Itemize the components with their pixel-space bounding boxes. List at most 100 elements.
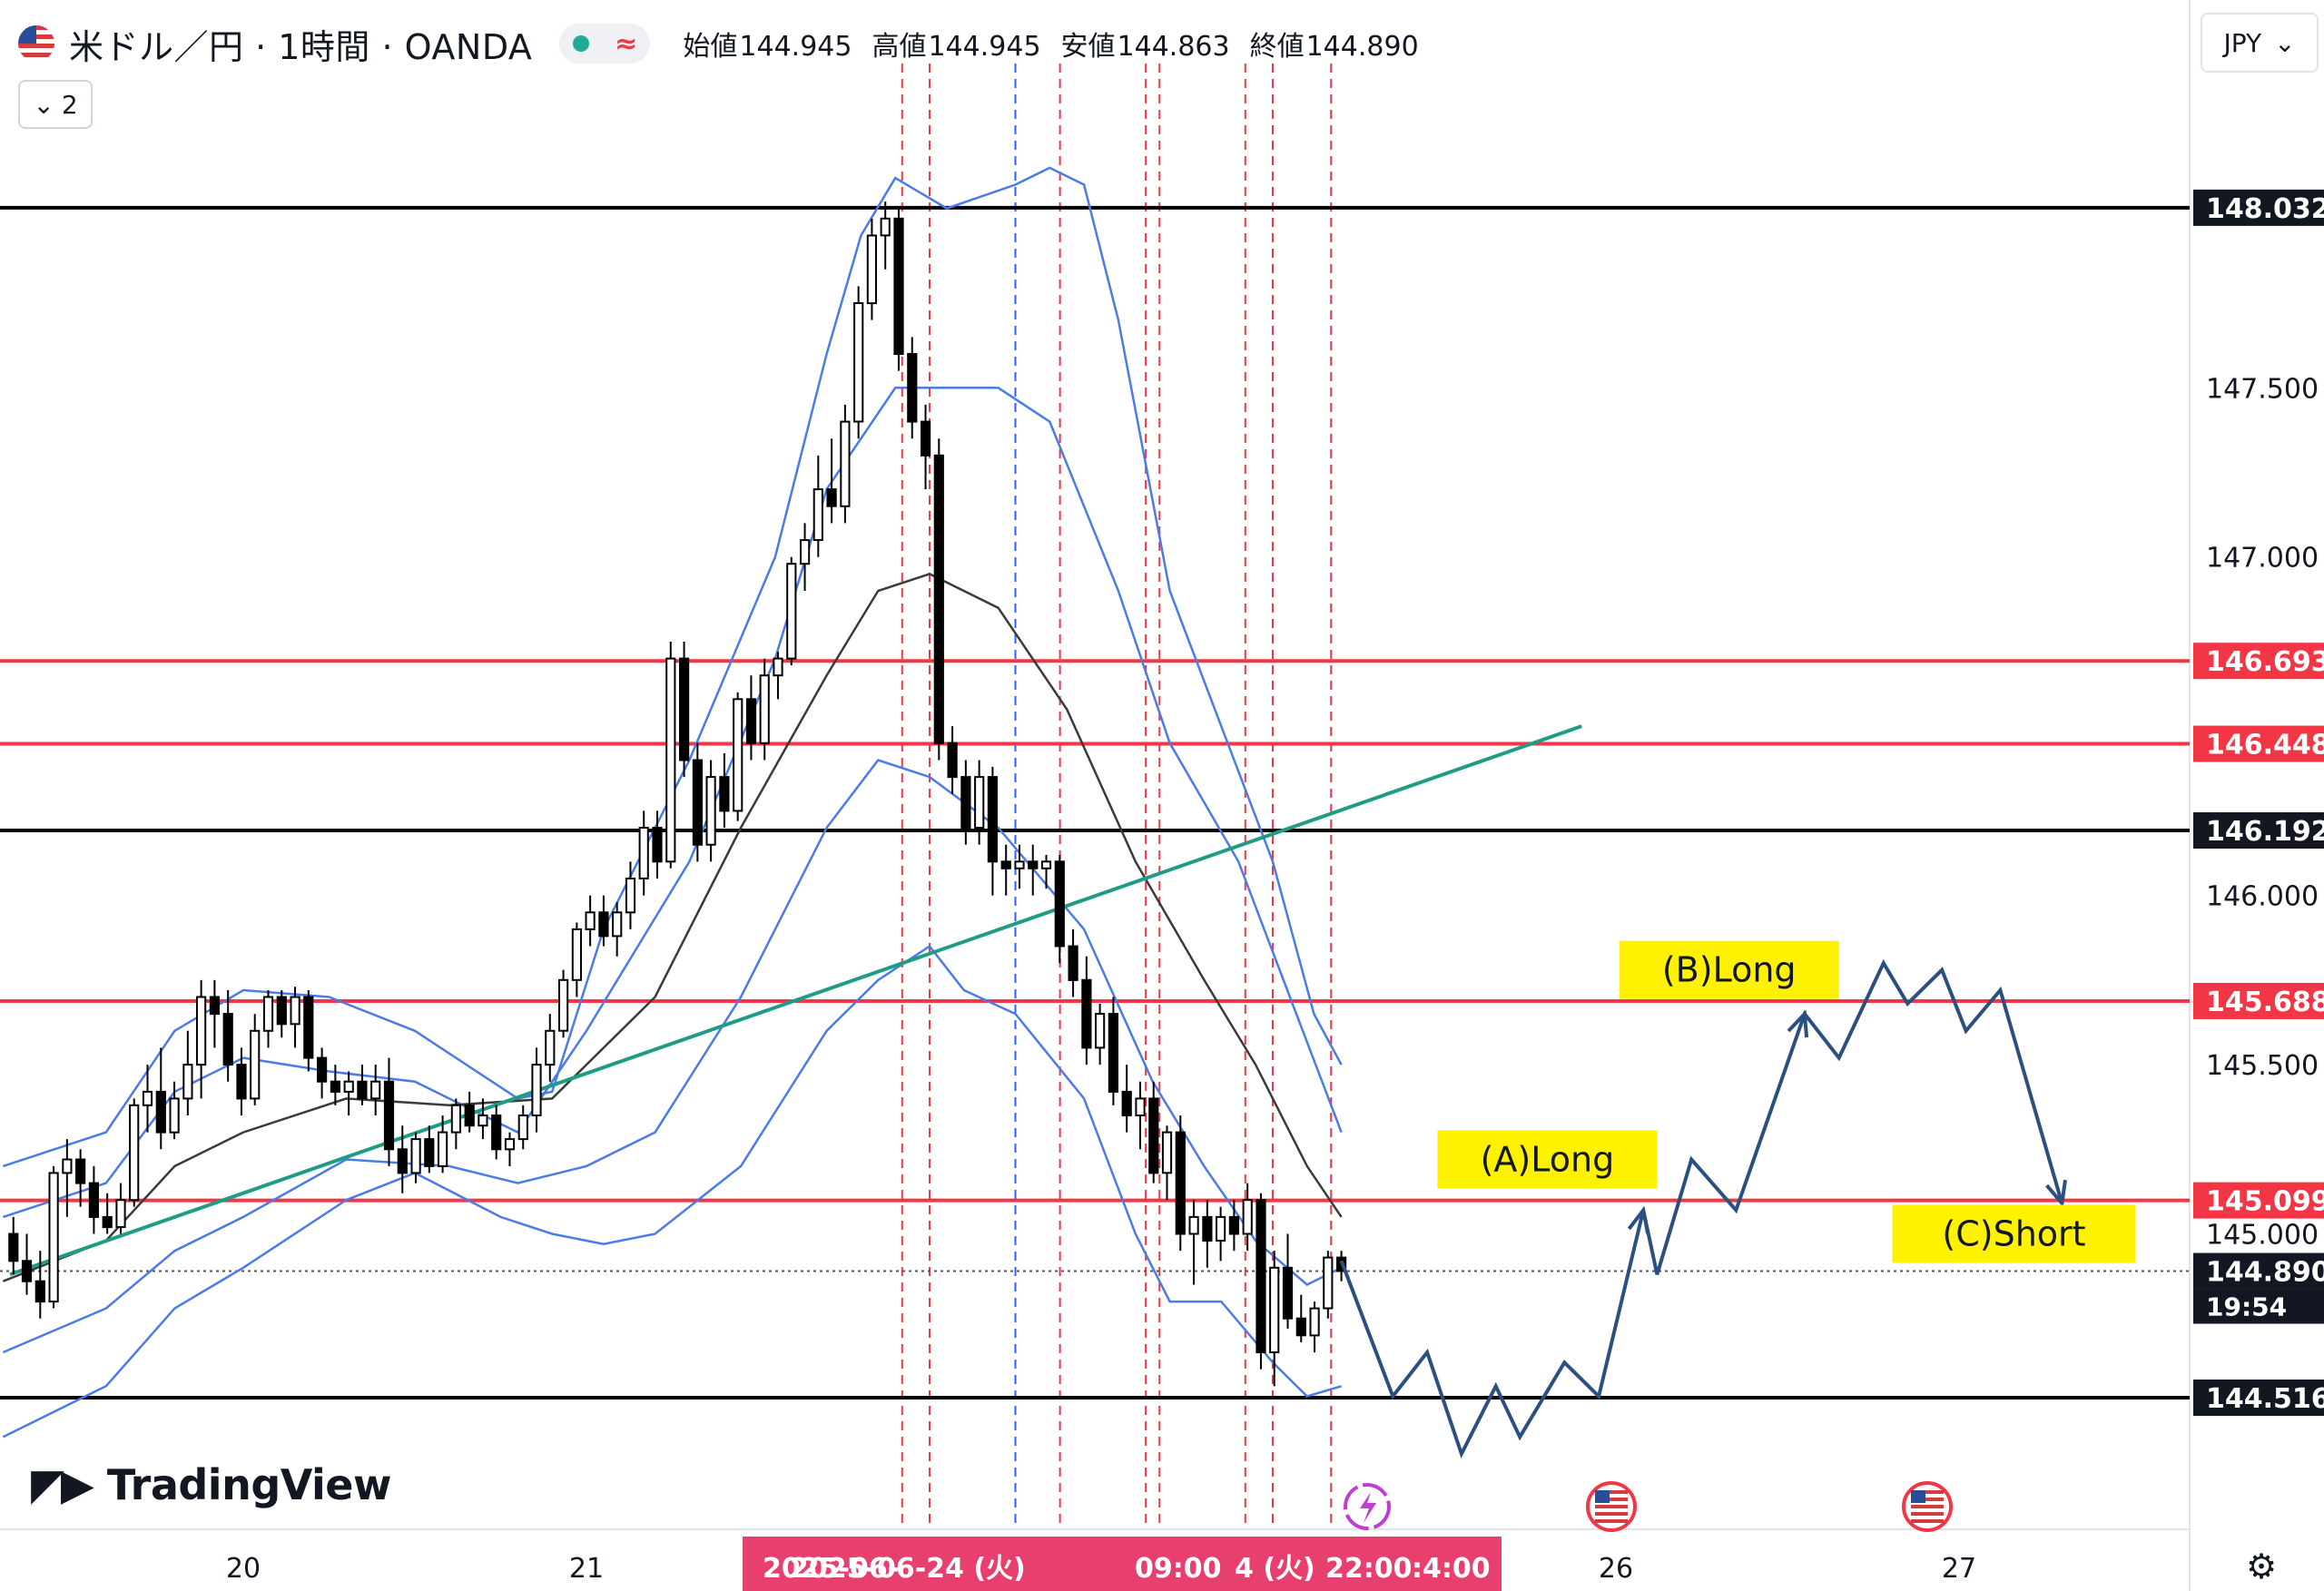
- trendline[interactable]: [9, 724, 1582, 1277]
- candle[interactable]: [1121, 1065, 1132, 1133]
- candle[interactable]: [276, 990, 287, 1038]
- candle[interactable]: [679, 641, 690, 778]
- candle[interactable]: [155, 1047, 166, 1150]
- candle[interactable]: [142, 1065, 153, 1133]
- candle[interactable]: [504, 1132, 516, 1166]
- candle[interactable]: [733, 692, 743, 821]
- annotation-label[interactable]: (A)Long: [1437, 1130, 1658, 1189]
- candle[interactable]: [1148, 1081, 1159, 1183]
- candle[interactable]: [880, 201, 891, 270]
- candle[interactable]: [987, 766, 999, 896]
- candle[interactable]: [1135, 1081, 1146, 1150]
- candle[interactable]: [450, 1098, 461, 1150]
- candle[interactable]: [786, 556, 797, 666]
- candle[interactable]: [1323, 1251, 1334, 1319]
- candle[interactable]: [1108, 997, 1119, 1105]
- candle[interactable]: [638, 810, 649, 896]
- candle[interactable]: [625, 861, 636, 929]
- candle[interactable]: [800, 523, 811, 592]
- candle[interactable]: [517, 1105, 528, 1150]
- candle[interactable]: [343, 1071, 354, 1116]
- candle[interactable]: [222, 990, 233, 1082]
- forecast-path[interactable]: [1339, 958, 2064, 1459]
- candle[interactable]: [410, 1132, 421, 1183]
- candle[interactable]: [545, 1014, 556, 1082]
- candle[interactable]: [826, 438, 837, 524]
- annotation-label[interactable]: (C)Short: [1892, 1204, 2136, 1263]
- lightning-event-icon[interactable]: [1344, 1483, 1391, 1530]
- candle[interactable]: [933, 438, 944, 761]
- candle[interactable]: [974, 760, 985, 845]
- candle[interactable]: [719, 752, 730, 829]
- candle[interactable]: [303, 990, 314, 1072]
- candle[interactable]: [1000, 844, 1011, 896]
- candle[interactable]: [383, 1057, 395, 1166]
- candle[interactable]: [8, 1216, 19, 1275]
- candle[interactable]: [558, 969, 569, 1038]
- candle[interactable]: [745, 675, 757, 761]
- candle[interactable]: [531, 1047, 542, 1133]
- candle[interactable]: [21, 1233, 33, 1295]
- candle[interactable]: [1295, 1294, 1306, 1342]
- candle[interactable]: [424, 1125, 435, 1174]
- candle[interactable]: [330, 1065, 340, 1105]
- candle[interactable]: [598, 895, 609, 947]
- candle[interactable]: [262, 990, 274, 1048]
- candle[interactable]: [478, 1098, 488, 1140]
- candle[interactable]: [1068, 928, 1078, 997]
- candle[interactable]: [129, 1098, 140, 1207]
- candle[interactable]: [1040, 854, 1052, 889]
- candle[interactable]: [464, 1091, 475, 1133]
- candle[interactable]: [182, 1030, 193, 1116]
- candle[interactable]: [1081, 956, 1092, 1066]
- candle[interactable]: [1028, 844, 1039, 896]
- candle[interactable]: [1309, 1301, 1320, 1353]
- candle[interactable]: [250, 1014, 261, 1105]
- candle[interactable]: [397, 1125, 408, 1193]
- candle[interactable]: [48, 1165, 59, 1309]
- candle[interactable]: [169, 1081, 180, 1140]
- candle[interactable]: [438, 1115, 448, 1174]
- candle[interactable]: [491, 1105, 502, 1160]
- candle[interactable]: [357, 1065, 368, 1105]
- candle[interactable]: [921, 404, 931, 490]
- currency-select[interactable]: JPY ⌄: [2201, 13, 2319, 73]
- candle[interactable]: [75, 1149, 86, 1207]
- candle[interactable]: [1014, 844, 1025, 889]
- candle[interactable]: [692, 742, 703, 862]
- candle[interactable]: [34, 1251, 45, 1319]
- candle[interactable]: [62, 1139, 73, 1217]
- candle[interactable]: [370, 1065, 381, 1116]
- candle[interactable]: [907, 337, 918, 439]
- candle[interactable]: [1228, 1200, 1240, 1252]
- candle[interactable]: [853, 286, 864, 439]
- candle[interactable]: [947, 726, 958, 794]
- symbol-title[interactable]: 米ドル／円 · 1時間 · OANDA: [69, 26, 533, 67]
- candle[interactable]: [652, 810, 663, 879]
- candle[interactable]: [236, 1047, 247, 1116]
- candle[interactable]: [759, 658, 770, 761]
- gear-icon[interactable]: ⚙: [2246, 1547, 2278, 1586]
- candle[interactable]: [1175, 1115, 1186, 1252]
- candle[interactable]: [1161, 1125, 1173, 1201]
- candle[interactable]: [317, 1047, 328, 1099]
- candle[interactable]: [1095, 1003, 1106, 1066]
- candle[interactable]: [840, 404, 851, 524]
- candle[interactable]: [1256, 1193, 1266, 1370]
- candle[interactable]: [893, 208, 904, 371]
- candle[interactable]: [812, 455, 823, 557]
- status-pill[interactable]: ≈: [559, 24, 651, 64]
- candle[interactable]: [1054, 854, 1065, 964]
- candle[interactable]: [773, 652, 783, 700]
- candle[interactable]: [1242, 1183, 1253, 1252]
- candle[interactable]: [209, 979, 221, 1048]
- candle[interactable]: [1202, 1200, 1213, 1268]
- candle[interactable]: [612, 902, 623, 957]
- candle[interactable]: [960, 760, 971, 845]
- annotation-label[interactable]: (B)Long: [1619, 940, 1839, 999]
- candle[interactable]: [665, 641, 676, 869]
- us-flag-event-icon[interactable]: [1586, 1481, 1637, 1532]
- indicator-toggle-button[interactable]: ⌄ 2: [18, 80, 93, 129]
- candle[interactable]: [1188, 1200, 1199, 1285]
